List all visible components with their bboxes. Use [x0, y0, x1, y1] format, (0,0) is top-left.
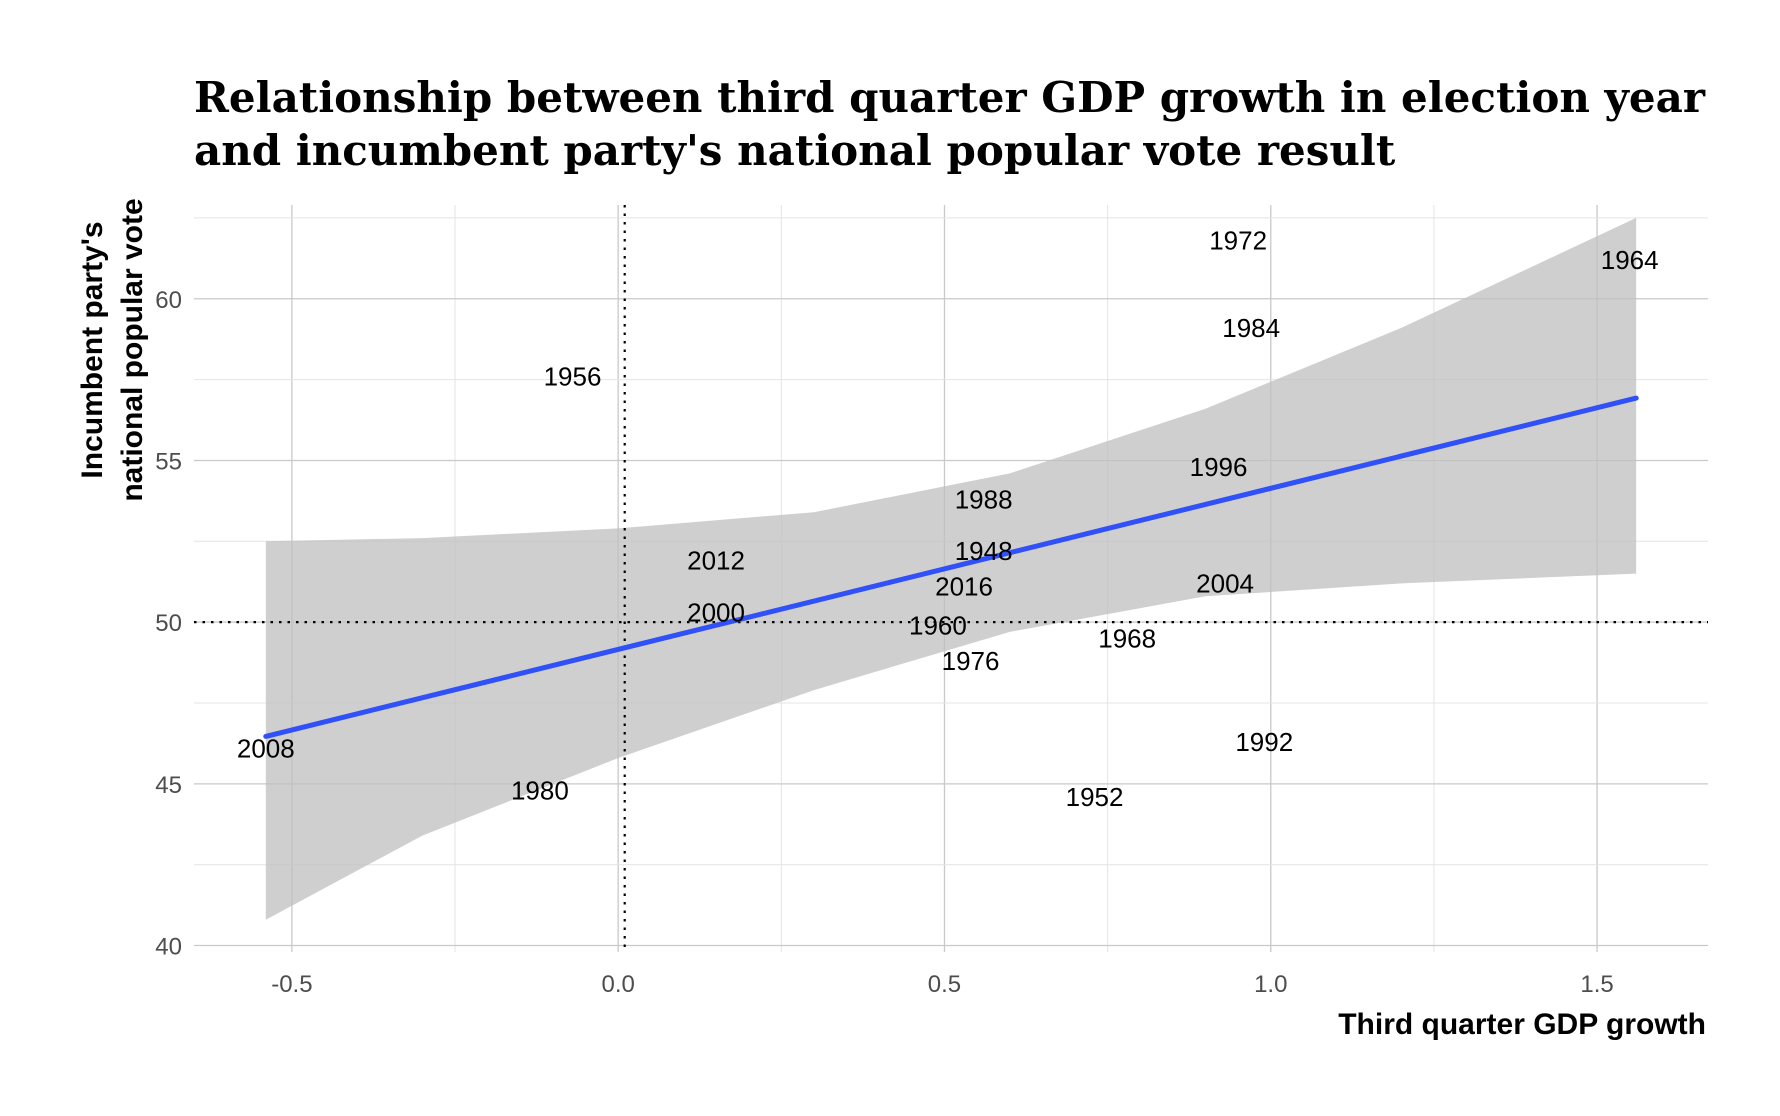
- y-axis-title-line-2: national popular vote: [116, 198, 149, 501]
- y-tick-label: 60: [155, 287, 182, 314]
- chart-title-line-2: and incumbent party's national popular v…: [194, 126, 1396, 175]
- y-tick-label: 55: [155, 448, 182, 475]
- point-label-1972: 1972: [1209, 226, 1267, 256]
- y-tick-label: 50: [155, 610, 182, 637]
- point-label-2000: 2000: [687, 597, 745, 627]
- point-label-2012: 2012: [687, 546, 745, 576]
- chart-title: Relationship between third quarter GDP g…: [194, 73, 1706, 175]
- point-label-1952: 1952: [1066, 782, 1124, 812]
- chart-title-line-1: Relationship between third quarter GDP g…: [194, 73, 1706, 122]
- x-tick-label: -0.5: [271, 971, 312, 998]
- point-label-1996: 1996: [1190, 452, 1248, 482]
- point-label-1984: 1984: [1222, 313, 1280, 343]
- y-axis-title-line-1: Incumbent party's: [76, 221, 109, 478]
- y-axis-ticks: 40 45 50 55 60: [155, 287, 182, 961]
- reference-lines: [194, 205, 1708, 952]
- point-label-2008: 2008: [237, 733, 295, 763]
- point-label-1964: 1964: [1601, 245, 1659, 275]
- y-tick-label: 45: [155, 772, 182, 799]
- axis-titles: Third quarter GDP growth Incumbent party…: [76, 198, 1706, 1041]
- point-label-1976: 1976: [942, 646, 1000, 676]
- regression-fit-line: [263, 395, 1639, 739]
- y-tick-label: 40: [155, 934, 182, 961]
- x-tick-label: 1.0: [1254, 971, 1287, 998]
- point-label-1992: 1992: [1235, 727, 1293, 757]
- x-axis-title: Third quarter GDP growth: [1338, 1008, 1706, 1041]
- x-tick-label: 0.5: [928, 971, 961, 998]
- data-points: 1948 1952 1956 1960 1964 1968 1972 1976 1980 1984…: [237, 226, 1659, 812]
- point-label-2016: 2016: [935, 572, 993, 602]
- point-label-1988: 1988: [955, 484, 1013, 514]
- x-axis-ticks: -0.5 0.0 0.5 1.0 1.5: [271, 971, 1614, 998]
- point-label-2004: 2004: [1196, 568, 1254, 598]
- point-label-1980: 1980: [511, 775, 569, 805]
- point-label-1968: 1968: [1098, 623, 1156, 653]
- point-label-1948: 1948: [955, 536, 1013, 566]
- x-tick-label: 1.5: [1580, 971, 1613, 998]
- point-label-1956: 1956: [544, 361, 602, 391]
- regression-line: [263, 395, 1639, 739]
- x-tick-label: 0.0: [601, 971, 634, 998]
- point-label-1960: 1960: [909, 610, 967, 640]
